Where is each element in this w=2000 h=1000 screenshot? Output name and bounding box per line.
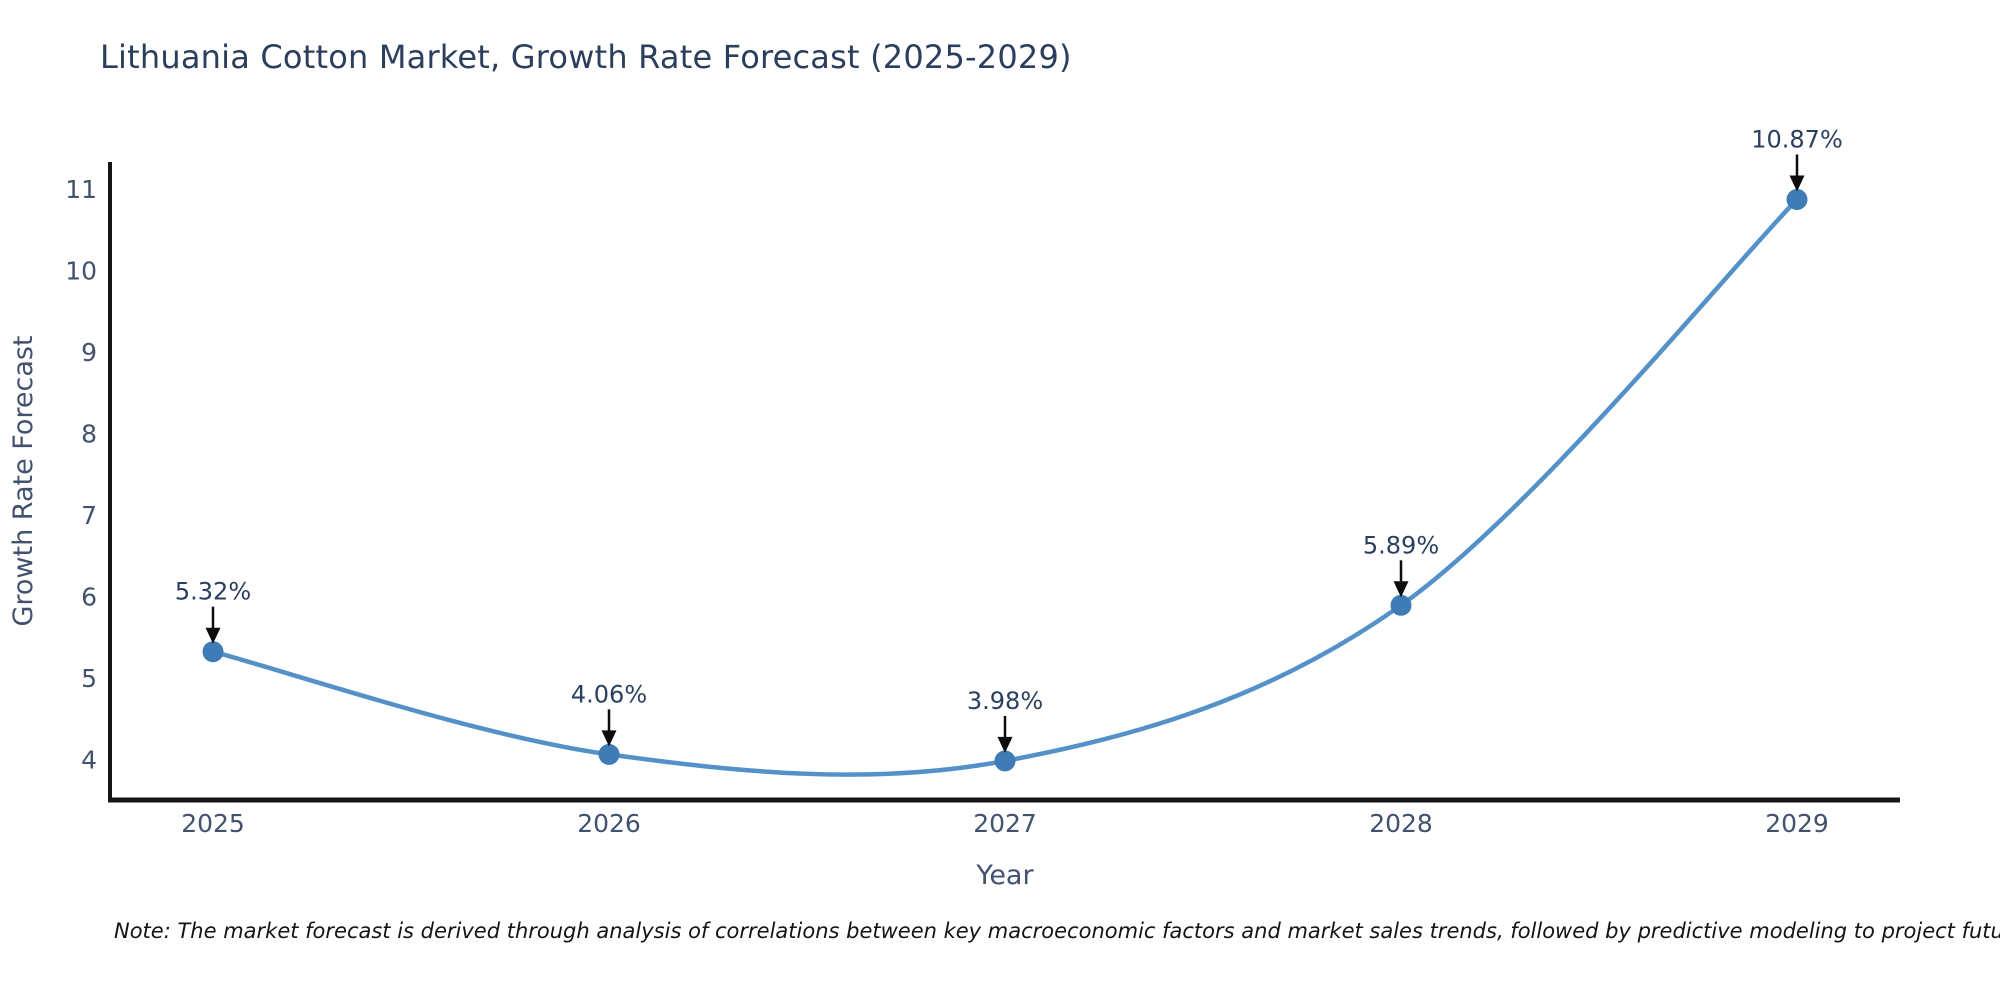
point-annotation-label: 5.32% [175,578,251,606]
annotation-arrowhead [1789,175,1805,192]
annotation-arrowhead [997,736,1013,753]
annotation-arrowhead [1393,581,1409,598]
annotation-arrowhead [205,627,221,644]
data-point-marker [598,743,620,765]
x-tick-label: 2029 [1765,809,1829,838]
data-point-marker [1786,189,1808,210]
y-tick-label: 4 [81,745,97,774]
y-tick-label: 8 [81,419,97,448]
point-annotation-label: 3.98% [967,687,1043,715]
chart-title: Lithuania Cotton Market, Growth Rate For… [100,38,1072,76]
y-tick-label: 7 [81,501,97,530]
data-point-marker [1390,594,1412,616]
annotation-arrowhead [601,730,617,747]
x-tick-label: 2027 [973,809,1037,838]
y-tick-label: 11 [65,175,97,204]
y-axis-title: Growth Rate Forecast [8,335,39,626]
x-tick-label: 2026 [577,809,641,838]
point-annotation-label: 5.89% [1363,531,1439,559]
footnote: Note: The market forecast is derived thr… [114,919,2000,943]
x-tick-label: 2028 [1369,809,1433,838]
y-tick-label: 5 [81,664,97,693]
x-tick-label: 2025 [181,809,245,838]
y-tick-label: 10 [65,256,97,285]
point-annotation-label: 10.87% [1751,126,1843,154]
y-tick-label: 9 [81,338,97,367]
x-axis-title: Year [975,860,1034,891]
data-point-marker [202,641,224,663]
y-tick-label: 6 [81,582,97,611]
data-point-marker [994,750,1016,772]
point-annotation-label: 4.06% [571,680,647,708]
